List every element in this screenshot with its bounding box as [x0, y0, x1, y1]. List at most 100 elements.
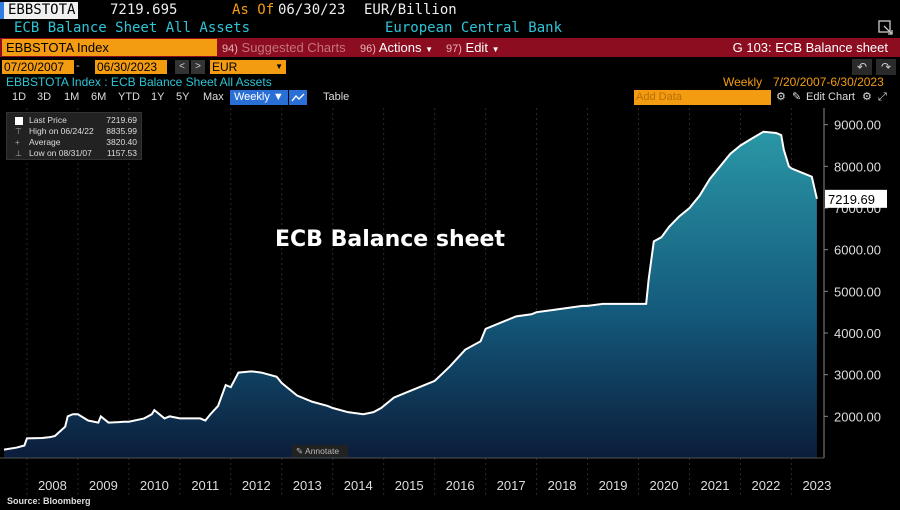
period-3d[interactable]: 3D [37, 91, 52, 103]
start-date-input[interactable]: 07/20/2007 [2, 60, 74, 74]
caret-down-icon: ▼ [491, 45, 500, 54]
x-tick-label: 2018 [548, 478, 577, 493]
x-tick-label: 2015 [395, 478, 424, 493]
y-tick-label: 2000.00 [834, 409, 881, 424]
y-tick-label: 3000.00 [834, 368, 881, 383]
legend-low: ⊥ Low on 08/31/07 1157.53 [11, 148, 139, 159]
x-tick-label: 2009 [89, 478, 118, 493]
x-tick-label: 2011 [191, 478, 219, 493]
date-range-label: 7/20/2007-6/30/2023 [773, 75, 884, 89]
legend-label: Low on 08/31/07 [29, 148, 92, 158]
high-marker-icon: ⊤ [15, 127, 22, 136]
pencil-icon: ✎ [296, 446, 304, 456]
gear-icon[interactable]: ⚙ [862, 91, 872, 103]
redo-icon[interactable]: ↷ [876, 59, 896, 75]
actions-label: Actions [378, 40, 422, 55]
y-tick-label: 8000.00 [834, 159, 881, 174]
currency-select[interactable]: EUR ▼ [210, 60, 286, 74]
table-tab[interactable]: Table [323, 91, 350, 103]
popout-icon[interactable] [878, 20, 894, 36]
description-row: ECB Balance Sheet All Assets European Ce… [0, 20, 900, 38]
legend-average: + Average 3820.40 [11, 137, 139, 148]
next-period-button[interactable]: > [191, 60, 205, 74]
low-marker-icon: ⊥ [15, 149, 22, 158]
annotate-label: Annotate [305, 446, 340, 456]
expand-icon[interactable]: ⤢ [878, 91, 887, 103]
command-bar: EBBSTOTA Index 94) Suggested Charts 96) … [0, 38, 900, 57]
prev-period-button[interactable]: < [175, 60, 189, 74]
chart-title: ECB Balance sheet [275, 227, 505, 252]
security-input[interactable]: EBBSTOTA Index [2, 39, 217, 56]
legend-high: ⊤ High on 06/24/22 8835.99 [11, 126, 139, 137]
period-1m[interactable]: 1M [64, 91, 80, 103]
actions-num: 96) [360, 43, 376, 55]
end-date-input[interactable]: 06/30/2023 [95, 60, 167, 74]
last-price: 7219.695 [110, 2, 178, 18]
legend-value: 7219.69 [106, 115, 137, 125]
x-tick-label: 2013 [293, 478, 322, 493]
legend-value: 1157.53 [106, 148, 137, 158]
x-tick-label: 2014 [344, 478, 373, 493]
index-description: EBBSTOTA Index : ECB Balance Sheet All A… [6, 75, 272, 89]
settings-icon[interactable]: ⚙ [776, 91, 786, 103]
x-tick-label: 2021 [701, 478, 730, 493]
period-ytd[interactable]: YTD [118, 91, 140, 103]
legend-value: 8835.99 [106, 126, 137, 136]
unit-label: EUR/Billion [364, 2, 457, 18]
suggested-num: 94) [222, 43, 238, 55]
caret-down-icon: ▼ [425, 45, 433, 54]
legend-last-price: Last Price 7219.69 [11, 115, 139, 126]
as-of-date: 06/30/23 [278, 2, 346, 18]
y-tick-label: 6000.00 [834, 243, 881, 258]
dash-separator: - [76, 60, 80, 72]
edit-label: Edit [465, 40, 488, 55]
edit-chart-button[interactable]: Edit Chart [806, 91, 855, 103]
currency-value: EUR [212, 60, 238, 74]
area-fill [4, 131, 817, 458]
period-5y[interactable]: 5Y [176, 91, 190, 103]
page-title: G 103: ECB Balance sheet [732, 40, 888, 55]
as-of-label: As Of [232, 2, 275, 18]
annotate-button[interactable]: ✎ Annotate [292, 445, 348, 457]
y-tick-label: 4000.00 [834, 326, 881, 341]
suggested-charts-button[interactable]: 94) Suggested Charts [222, 38, 346, 59]
x-tick-label: 2022 [751, 478, 780, 493]
actions-menu[interactable]: 96) Actions ▼ [360, 38, 433, 59]
last-value-box [825, 189, 887, 208]
edit-menu[interactable]: 97) Edit ▼ [446, 38, 499, 59]
edit-num: 97) [446, 43, 462, 55]
x-tick-label: 2017 [497, 478, 526, 493]
period-6m[interactable]: 6M [91, 91, 107, 103]
last-value-label: 7219.69 [828, 192, 875, 207]
area-chart[interactable]: 2000.003000.004000.005000.006000.007000.… [0, 106, 900, 510]
add-data-input[interactable]: Add Data [634, 90, 771, 105]
data-source: European Central Bank [385, 20, 563, 36]
x-tick-label: 2023 [802, 478, 831, 493]
line-chart-icon[interactable] [289, 90, 307, 105]
period-max[interactable]: Max [203, 91, 224, 103]
legend-box: Last Price 7219.69 ⊤ High on 06/24/22 88… [6, 112, 142, 160]
period-1y[interactable]: 1Y [151, 91, 165, 103]
ticker-symbol[interactable]: EBBSTOTA [0, 2, 79, 19]
x-tick-label: 2020 [650, 478, 679, 493]
period-1d[interactable]: 1D [12, 91, 27, 103]
ticker-row: EBBSTOTA 7219.695 As Of 06/30/23 EUR/Bil… [0, 0, 900, 20]
edit-icon[interactable]: ✎ [792, 91, 802, 103]
last-value-tag: 7219.69 [825, 189, 887, 208]
security-description: ECB Balance Sheet All Assets [14, 20, 251, 36]
undo-icon[interactable]: ↶ [852, 59, 872, 75]
legend-label: Average [29, 137, 61, 147]
suggested-label: Suggested Charts [241, 40, 346, 55]
source-note: Source: Bloomberg [7, 496, 91, 506]
x-tick-label: 2012 [242, 478, 271, 493]
x-tick-label: 2019 [599, 478, 628, 493]
legend-swatch [15, 117, 23, 125]
legend-label: High on 06/24/22 [29, 126, 94, 136]
frequency-label: Weekly [723, 75, 763, 89]
y-tick-label: 5000.00 [834, 284, 881, 299]
period-toolbar: 1D 3D 1M 6M YTD 1Y 5Y Max Weekly ▼ Table… [0, 90, 900, 105]
legend-value: 3820.40 [106, 137, 137, 147]
y-axis: 2000.003000.004000.005000.006000.007000.… [823, 108, 881, 458]
x-axis: 2008 2009 2010 2011 2012 2013 2014 2015 2016 2017… [0, 457, 831, 493]
frequency-select[interactable]: Weekly ▼ [230, 90, 288, 105]
